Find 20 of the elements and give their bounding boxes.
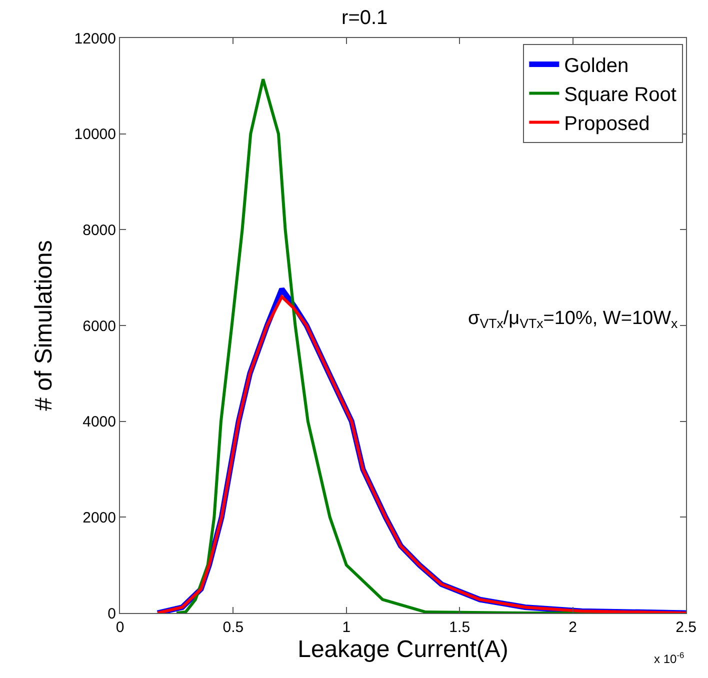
chart-title: r=0.1 bbox=[342, 7, 388, 30]
x-tick-label: 1.5 bbox=[449, 619, 470, 636]
y-tick-label: 12000 bbox=[74, 30, 116, 48]
y-axis-title: # of Simulations bbox=[30, 240, 58, 411]
y-tick-label: 6000 bbox=[82, 318, 116, 335]
x-tick-label: 1 bbox=[342, 619, 351, 636]
text: x 10$^{-6}$ bbox=[654, 650, 684, 666]
y-tick-label: 10000 bbox=[74, 126, 116, 144]
x-tick-label: 0.5 bbox=[222, 619, 244, 636]
y-tick-label: 8000 bbox=[82, 222, 116, 239]
legend-label: Golden bbox=[564, 55, 629, 78]
y-tick-label: 2000 bbox=[82, 509, 116, 526]
x-tick-label: 2 bbox=[568, 619, 577, 636]
x-axis-title: Leakage Current(A) bbox=[298, 636, 508, 663]
y-tick-label: 0 bbox=[108, 605, 116, 622]
y-tick-label: 4000 bbox=[82, 414, 116, 431]
legend-label: Square Root bbox=[564, 84, 677, 106]
annotation: σ$_{VTx}$/μ$_{VTx}$=10%, W=10W$_{x}$ bbox=[468, 308, 678, 331]
x-tick-label: 2.5 bbox=[676, 619, 696, 636]
legend-label: Proposed bbox=[564, 113, 650, 136]
